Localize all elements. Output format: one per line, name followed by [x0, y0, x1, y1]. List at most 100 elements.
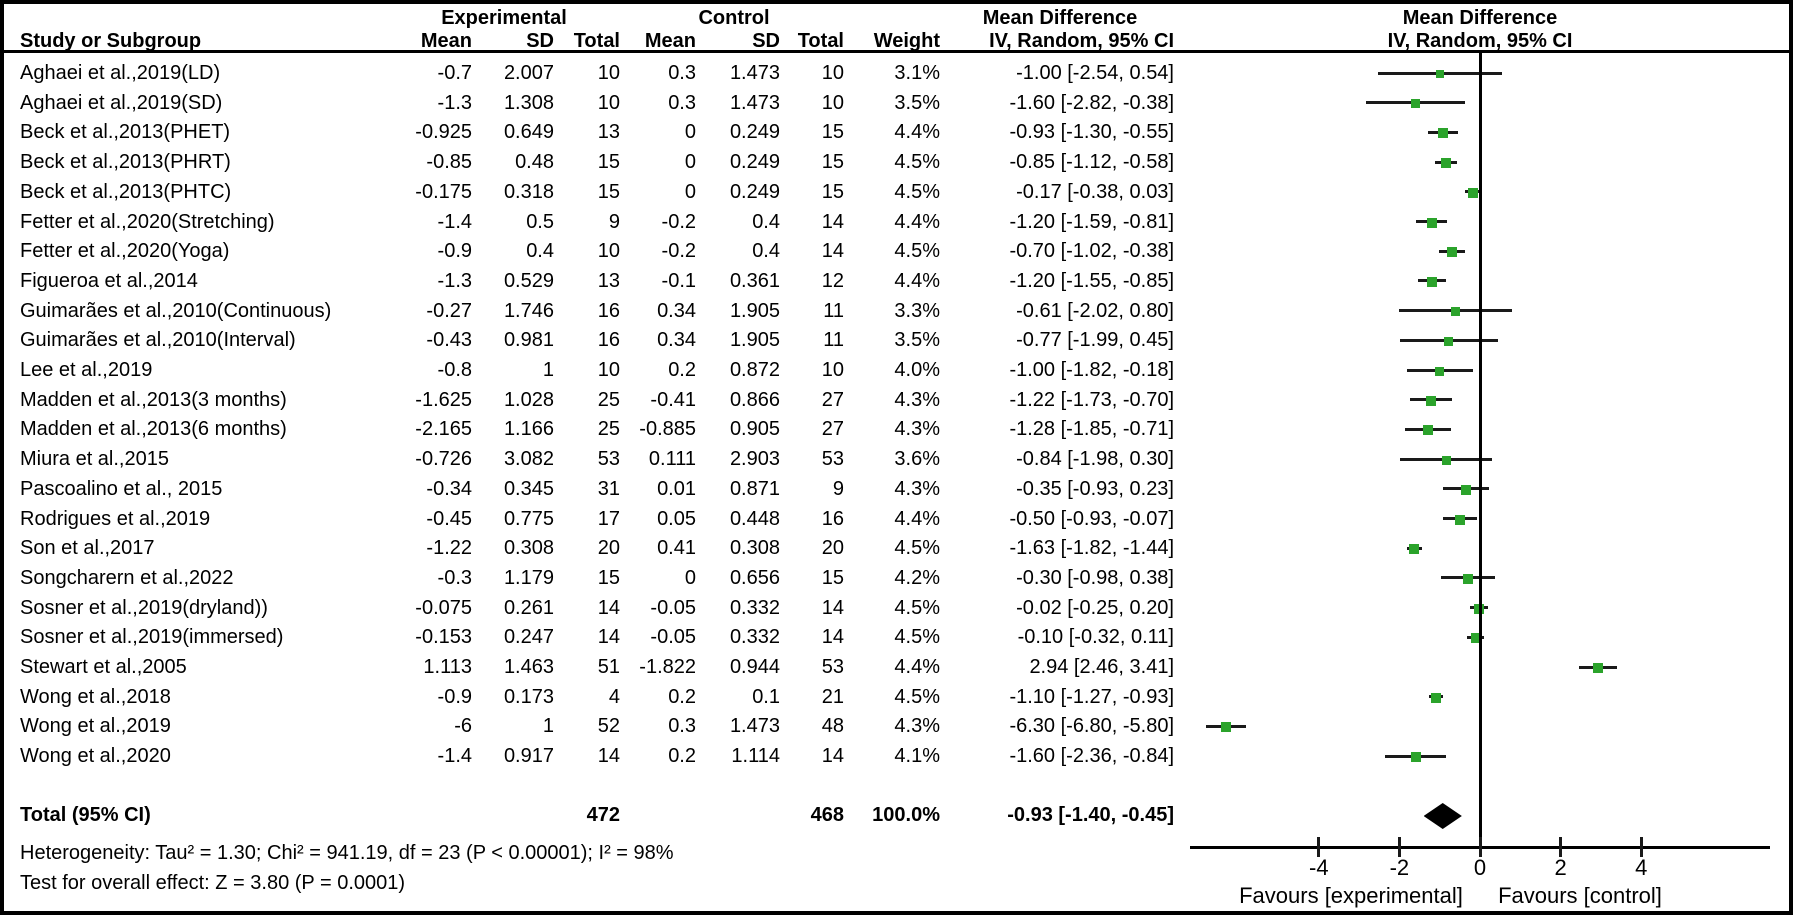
effect-square — [1409, 544, 1420, 555]
study-cell-ctrl_sd: 0.249 — [729, 151, 780, 174]
study-cell-exp_total: 10 — [597, 359, 620, 381]
effect-square — [1460, 484, 1471, 495]
study-cell-weight: 3.3% — [894, 299, 940, 322]
study-cell-exp_mean: -0.9 — [437, 685, 472, 708]
study-cell-ctrl_total: 48 — [821, 715, 844, 738]
study-cell-weight: 4.4% — [894, 507, 940, 530]
study-cell-name: Beck et al.,2013(PHTC) — [20, 180, 232, 203]
study-cell-exp_sd: 0.261 — [503, 596, 554, 619]
study-cell-ctrl_sd: 0.656 — [729, 566, 780, 589]
study-cell-exp_total: 51 — [597, 656, 620, 678]
effect-square — [1426, 217, 1437, 228]
study-cell-exp_sd: 0.247 — [503, 626, 554, 649]
study-cell-exp_sd: 1 — [542, 359, 554, 381]
study-cell-weight: 4.3% — [894, 715, 940, 738]
study-cell-name: Guimarães et al.,2010(Continuous) — [20, 299, 332, 322]
study-cell-exp_mean: -1.625 — [415, 388, 472, 411]
study-cell-weight: 4.5% — [894, 537, 940, 560]
study-cell-exp_total: 15 — [597, 151, 620, 174]
study-cell-exp_mean: 1.113 — [423, 656, 472, 678]
axis-tick — [1559, 837, 1563, 857]
study-cell-ctrl_mean: 0.3 — [668, 715, 696, 738]
total-ctrl-total: 468 — [810, 804, 844, 826]
study-cell-ctrl_mean: 0.2 — [668, 685, 696, 708]
total-exp-total: 472 — [586, 804, 620, 826]
study-cell-name: Rodrigues et al.,2019 — [20, 507, 211, 530]
study-cell-ctrl_mean: -0.1 — [661, 269, 696, 292]
study-cell-ci_label: -6.30 [-6.80, -5.80] — [1009, 715, 1174, 738]
favours-control-label: Favours [control] — [1498, 883, 1662, 908]
study-cell-name: Guimarães et al.,2010(Interval) — [20, 329, 296, 352]
study-cell-exp_mean: -0.925 — [415, 121, 472, 144]
study-cell-ci_label: -0.02 [-0.25, 0.20] — [1016, 596, 1174, 619]
study-cell-exp_total: 25 — [597, 388, 620, 411]
study-cell-ctrl_sd: 0.872 — [729, 359, 780, 381]
study-cell-name: Songcharern et al.,2022 — [20, 566, 234, 589]
study-cell-ctrl_total: 14 — [821, 210, 844, 233]
study-cell-ctrl_sd: 1.473 — [729, 62, 780, 84]
study-cell-exp_sd: 1.028 — [503, 388, 554, 411]
col-header-weight: Weight — [873, 30, 940, 52]
effect-square — [1435, 366, 1445, 376]
study-cell-name: Madden et al.,2013(6 months) — [20, 418, 287, 441]
study-cell-name: Wong et al.,2019 — [20, 715, 171, 738]
study-cell-ctrl_mean: 0.01 — [657, 477, 696, 500]
total-label: Total (95% CI) — [20, 804, 151, 826]
study-cell-ctrl_sd: 0.944 — [729, 656, 780, 678]
study-cell-name: Lee et al.,2019 — [20, 359, 153, 381]
study-cell-name: Wong et al.,2020 — [20, 745, 171, 768]
study-cell-exp_mean: -0.075 — [415, 596, 472, 619]
study-cell-ctrl_mean: 0.41 — [657, 537, 696, 560]
study-cell-ctrl_total: 27 — [821, 388, 844, 411]
study-cell-exp_total: 10 — [597, 91, 620, 114]
col-header-ctrl-mean: Mean — [644, 30, 696, 52]
study-cell-exp_total: 53 — [597, 448, 620, 471]
study-cell-ctrl_mean: 0.2 — [668, 745, 696, 768]
heterogeneity-note: Heterogeneity: Tau² = 1.30; Chi² = 941.1… — [20, 842, 674, 864]
study-cell-ctrl_mean: 0 — [684, 121, 696, 144]
study-cell-ctrl_total: 53 — [821, 656, 844, 678]
study-cell-weight: 3.6% — [894, 448, 940, 471]
study-cell-exp_mean: -0.43 — [426, 329, 472, 352]
group-header-mean-difference: Mean Difference — [982, 7, 1138, 29]
total-weight: 100.0% — [872, 804, 940, 826]
effect-square — [1444, 336, 1454, 346]
study-cell-exp_sd: 1.308 — [503, 91, 554, 114]
study-cell-ctrl_total: 10 — [821, 359, 844, 381]
study-cell-ci_label: -1.63 [-1.82, -1.44] — [1009, 537, 1174, 560]
study-cell-exp_mean: -6 — [454, 715, 472, 738]
study-cell-ci_label: -1.60 [-2.36, -0.84] — [1009, 745, 1174, 768]
study-cell-exp_mean: -1.4 — [437, 745, 472, 768]
study-cell-ctrl_total: 14 — [821, 626, 844, 649]
effect-square — [1430, 692, 1441, 703]
study-cell-exp_total: 15 — [597, 180, 620, 203]
study-cell-exp_total: 4 — [608, 685, 620, 708]
study-cell-ci_label: -1.00 [-1.82, -0.18] — [1009, 359, 1174, 381]
study-cell-exp_sd: 0.318 — [503, 180, 554, 203]
study-cell-exp_mean: -0.726 — [415, 448, 472, 471]
study-cell-ctrl_mean: 0.3 — [668, 91, 696, 114]
study-cell-weight: 4.5% — [894, 240, 940, 263]
study-cell-name: Pascoalino et al., 2015 — [20, 477, 223, 500]
study-cell-exp_sd: 0.775 — [503, 507, 554, 530]
study-cell-exp_mean: -0.27 — [426, 299, 472, 322]
col-header-ctrl-total: Total — [797, 30, 844, 52]
study-cell-exp_mean: -0.153 — [415, 626, 472, 649]
study-cell-ctrl_sd: 0.4 — [752, 210, 780, 233]
effect-square — [1426, 276, 1437, 287]
col-header-study: Study or Subgroup — [20, 30, 202, 52]
effect-square — [1221, 722, 1232, 733]
study-cell-exp_total: 13 — [597, 121, 620, 144]
study-cell-exp_total: 14 — [597, 626, 620, 649]
study-cell-exp_sd: 0.981 — [503, 329, 554, 352]
study-cell-exp_mean: -0.175 — [415, 180, 472, 203]
study-cell-exp_sd: 1.179 — [503, 566, 554, 589]
study-cell-exp_sd: 0.5 — [526, 210, 554, 233]
study-cell-exp_total: 13 — [597, 269, 620, 292]
study-cell-ctrl_total: 10 — [821, 62, 844, 84]
col-header-exp-total: Total — [573, 30, 620, 52]
study-cell-exp_sd: 0.345 — [503, 477, 554, 500]
study-cell-ctrl_mean: 0.111 — [648, 448, 696, 471]
study-cell-ctrl_mean: 0 — [684, 566, 696, 589]
study-cell-ctrl_sd: 0.332 — [729, 626, 780, 649]
